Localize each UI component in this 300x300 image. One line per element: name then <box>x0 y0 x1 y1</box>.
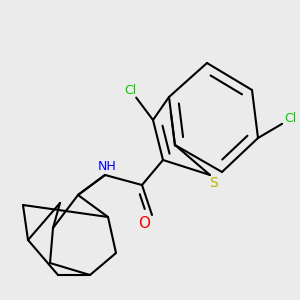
Text: S: S <box>210 176 218 190</box>
Text: O: O <box>138 215 150 230</box>
Text: Cl: Cl <box>285 112 297 125</box>
Text: Cl: Cl <box>125 84 137 97</box>
Text: NH: NH <box>98 160 116 173</box>
